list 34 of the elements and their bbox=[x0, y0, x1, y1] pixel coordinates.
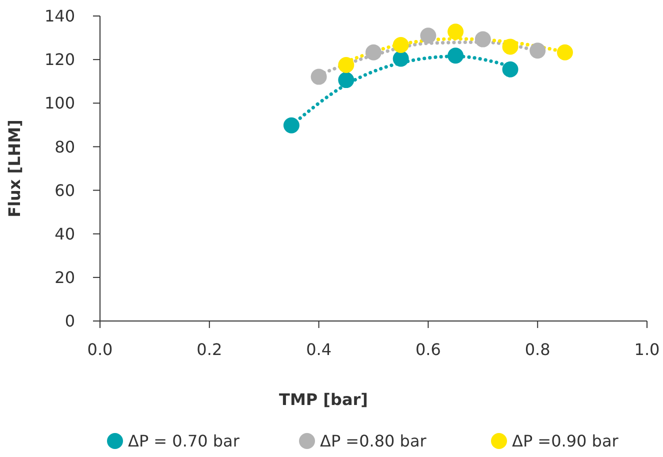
point bbox=[448, 24, 464, 40]
y-tick-label: 80 bbox=[54, 137, 75, 156]
y-tick-label: 120 bbox=[44, 50, 75, 70]
x-tick-label: 0.6 bbox=[415, 340, 441, 359]
legend-label: ΔP =0.90 bar bbox=[512, 432, 619, 451]
point bbox=[283, 117, 300, 134]
y-tick-label: 20 bbox=[54, 268, 75, 288]
y-tick-label: 60 bbox=[54, 180, 75, 200]
y-tick-label: 0 bbox=[64, 312, 75, 331]
y-tick-label: 140 bbox=[44, 6, 75, 26]
x-tick-label: 0.0 bbox=[87, 340, 113, 359]
point bbox=[556, 44, 573, 60]
point bbox=[530, 42, 546, 59]
x-axis-title: TMP [bar] bbox=[279, 390, 368, 409]
point bbox=[502, 38, 518, 55]
y-tick-label: 100 bbox=[44, 94, 75, 113]
x-tick-label: 0.2 bbox=[196, 340, 222, 359]
legend-label: ΔP = 0.70 bar bbox=[128, 432, 240, 451]
x-tick-label: 1.0 bbox=[634, 340, 660, 359]
y-tick-label: 40 bbox=[54, 224, 75, 244]
x-tick-label: 0.8 bbox=[524, 340, 550, 359]
point bbox=[338, 57, 354, 74]
y-axis-title: Flux [LHM] bbox=[5, 120, 24, 218]
point bbox=[474, 31, 491, 48]
point bbox=[392, 50, 409, 67]
point bbox=[366, 44, 382, 60]
point bbox=[338, 72, 354, 88]
point bbox=[392, 36, 409, 53]
point bbox=[448, 48, 464, 64]
point bbox=[502, 61, 518, 78]
legend-label: ΔP =0.80 bar bbox=[320, 432, 427, 451]
point bbox=[310, 68, 327, 85]
x-tick-label: 0.4 bbox=[306, 340, 332, 359]
point bbox=[420, 28, 436, 44]
